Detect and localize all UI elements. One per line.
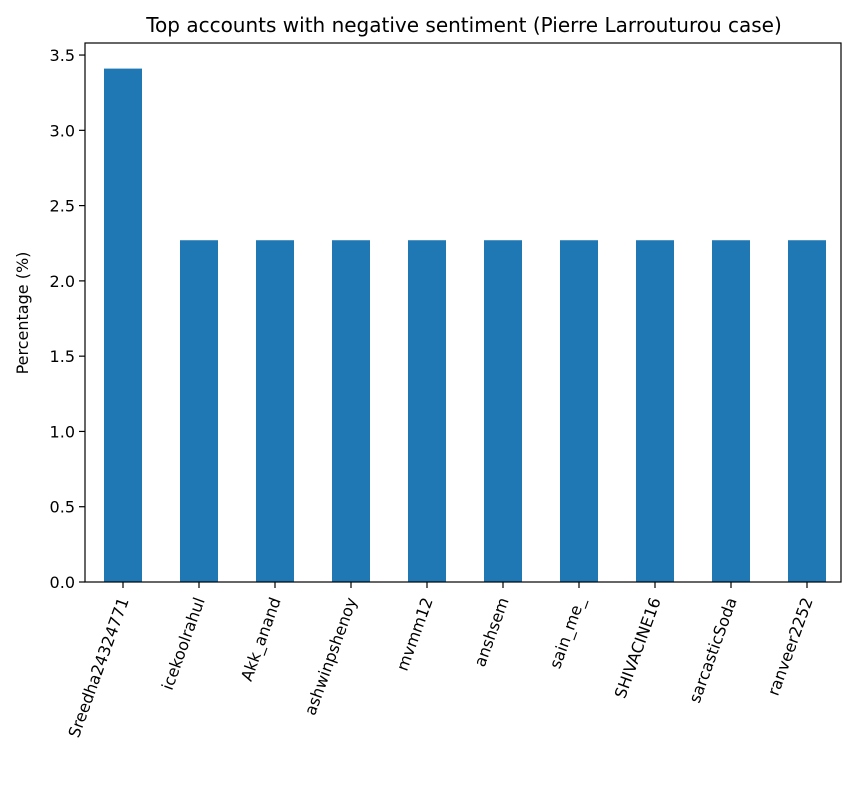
y-tick-label: 2.0 — [50, 272, 75, 291]
y-axis: 0.0 0.5 1.0 1.5 2.0 2.5 3.0 3.5 — [50, 46, 85, 592]
y-axis-label: Percentage (%) — [13, 252, 32, 375]
y-tick-label: 1.0 — [50, 422, 75, 441]
x-axis: Sreedha24324771 icekoolrahul Akk_anand ashw… — [64, 582, 817, 740]
x-tick-label: ashwinpshenoy — [301, 595, 361, 718]
bar-ranveer2252 — [788, 240, 826, 582]
bar-mvmm12 — [408, 240, 446, 582]
bar-Sreedha24324771 — [104, 68, 142, 582]
x-tick-label: ranveer2252 — [764, 595, 817, 698]
x-tick-label: mvmm12 — [393, 595, 437, 673]
y-tick-label: 0.0 — [50, 573, 75, 592]
x-tick-label: anshsem — [470, 595, 513, 669]
bar-sarcasticSoda — [712, 240, 750, 582]
x-tick-label: sarcasticSoda — [685, 595, 741, 706]
bar-icekoolrahul — [180, 240, 218, 582]
x-tick-label: Akk_anand — [237, 595, 286, 684]
bar-SHIVACINE16 — [636, 240, 674, 582]
bar-ashwinpshenoy — [332, 240, 370, 582]
x-tick-label: SHIVACINE16 — [611, 595, 665, 701]
x-tick-label: Sreedha24324771 — [64, 595, 132, 740]
chart-title: Top accounts with negative sentiment (Pi… — [145, 13, 782, 37]
y-tick-label: 2.5 — [50, 197, 75, 216]
bar-sain_me_ — [560, 240, 598, 582]
bars-group — [104, 68, 826, 582]
y-tick-label: 3.5 — [50, 46, 75, 65]
plot-frame — [84, 42, 842, 583]
y-tick-label: 0.5 — [50, 498, 75, 517]
bar-anshsem — [484, 240, 522, 582]
y-tick-label: 1.5 — [50, 347, 75, 366]
x-tick-label: sain_me_ — [546, 594, 590, 671]
y-tick-label: 3.0 — [50, 121, 75, 140]
x-tick-label: icekoolrahul — [158, 595, 209, 693]
bar-Akk_anand — [256, 240, 294, 582]
